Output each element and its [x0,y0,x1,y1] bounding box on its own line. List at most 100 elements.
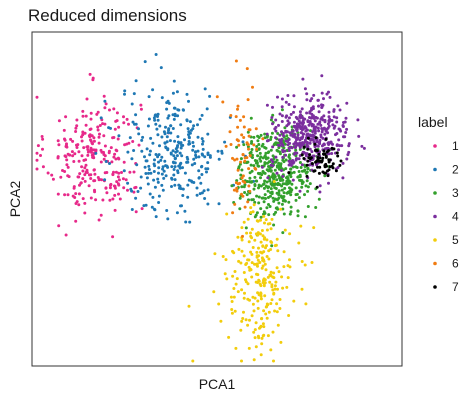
data-point [153,118,157,122]
data-point [89,196,93,200]
data-point [343,135,347,139]
data-point [148,149,152,153]
data-point [300,163,304,167]
data-point [274,118,278,122]
data-point [243,205,247,209]
data-point [152,178,156,182]
data-point [261,196,265,200]
data-point [262,210,266,214]
data-point [325,164,328,168]
data-point [252,143,256,147]
data-point [266,189,270,193]
data-point [231,156,234,160]
data-point [295,122,299,126]
data-point [198,192,202,196]
data-point [270,298,274,302]
data-point [310,150,314,154]
data-point [189,179,193,183]
data-point [259,353,263,357]
data-point [227,335,231,339]
data-point [265,255,269,258]
data-point [240,226,244,230]
data-point [259,176,262,180]
data-point [166,217,170,221]
data-point [139,103,143,107]
data-point [321,156,325,160]
data-point [360,144,364,148]
data-point [330,164,334,168]
data-point [262,325,266,329]
data-point [191,141,195,144]
data-point [246,282,250,286]
data-point [240,238,244,242]
data-point [74,126,78,130]
data-point [187,133,190,137]
data-point [57,224,61,228]
data-point [259,297,263,301]
data-point [173,165,177,169]
data-point [290,182,294,186]
data-point [65,163,69,167]
data-point [183,171,187,175]
data-point [327,115,331,119]
data-point [234,59,238,63]
data-point [281,178,285,182]
data-point [253,215,257,219]
data-point [246,217,250,221]
data-point [143,60,147,64]
data-point [40,135,44,138]
data-point [272,271,276,275]
data-point [273,186,277,190]
data-point [239,328,243,332]
data-point [327,90,330,94]
data-point [64,115,68,119]
data-point [134,196,138,200]
data-point [87,184,91,188]
data-point [285,134,289,138]
data-point [127,122,130,126]
data-point [304,184,308,188]
data-point [239,173,243,177]
data-point [242,271,246,274]
legend-label: 1 [452,139,459,153]
data-point [265,132,269,136]
data-point [113,208,117,212]
data-point [317,152,321,156]
data-point [272,199,276,203]
data-point [278,152,282,156]
data-point [132,170,136,174]
data-point [288,212,292,216]
data-point [277,161,281,165]
data-point [297,196,301,200]
data-point [95,112,99,116]
data-point [341,161,345,165]
data-point [97,178,101,182]
data-point [262,309,266,313]
data-point [190,163,194,167]
data-point [162,176,166,180]
data-point [75,118,79,122]
data-point [253,328,257,332]
data-point [248,154,252,158]
data-point [206,188,210,192]
data-point [170,185,173,188]
legend-label: 6 [452,257,459,271]
data-point [145,147,149,151]
data-point [187,304,191,308]
data-point [263,161,267,165]
data-point [186,183,190,187]
data-point [245,156,249,160]
data-point [269,118,273,122]
data-point [289,193,293,197]
data-point [77,203,81,207]
data-point [284,115,288,119]
data-point [171,149,175,153]
data-point [123,92,126,96]
data-point [308,111,312,115]
data-point [280,97,284,101]
data-point [165,140,169,144]
data-point [255,211,259,215]
data-point [240,249,244,253]
data-point [240,168,244,172]
data-point [267,203,270,206]
